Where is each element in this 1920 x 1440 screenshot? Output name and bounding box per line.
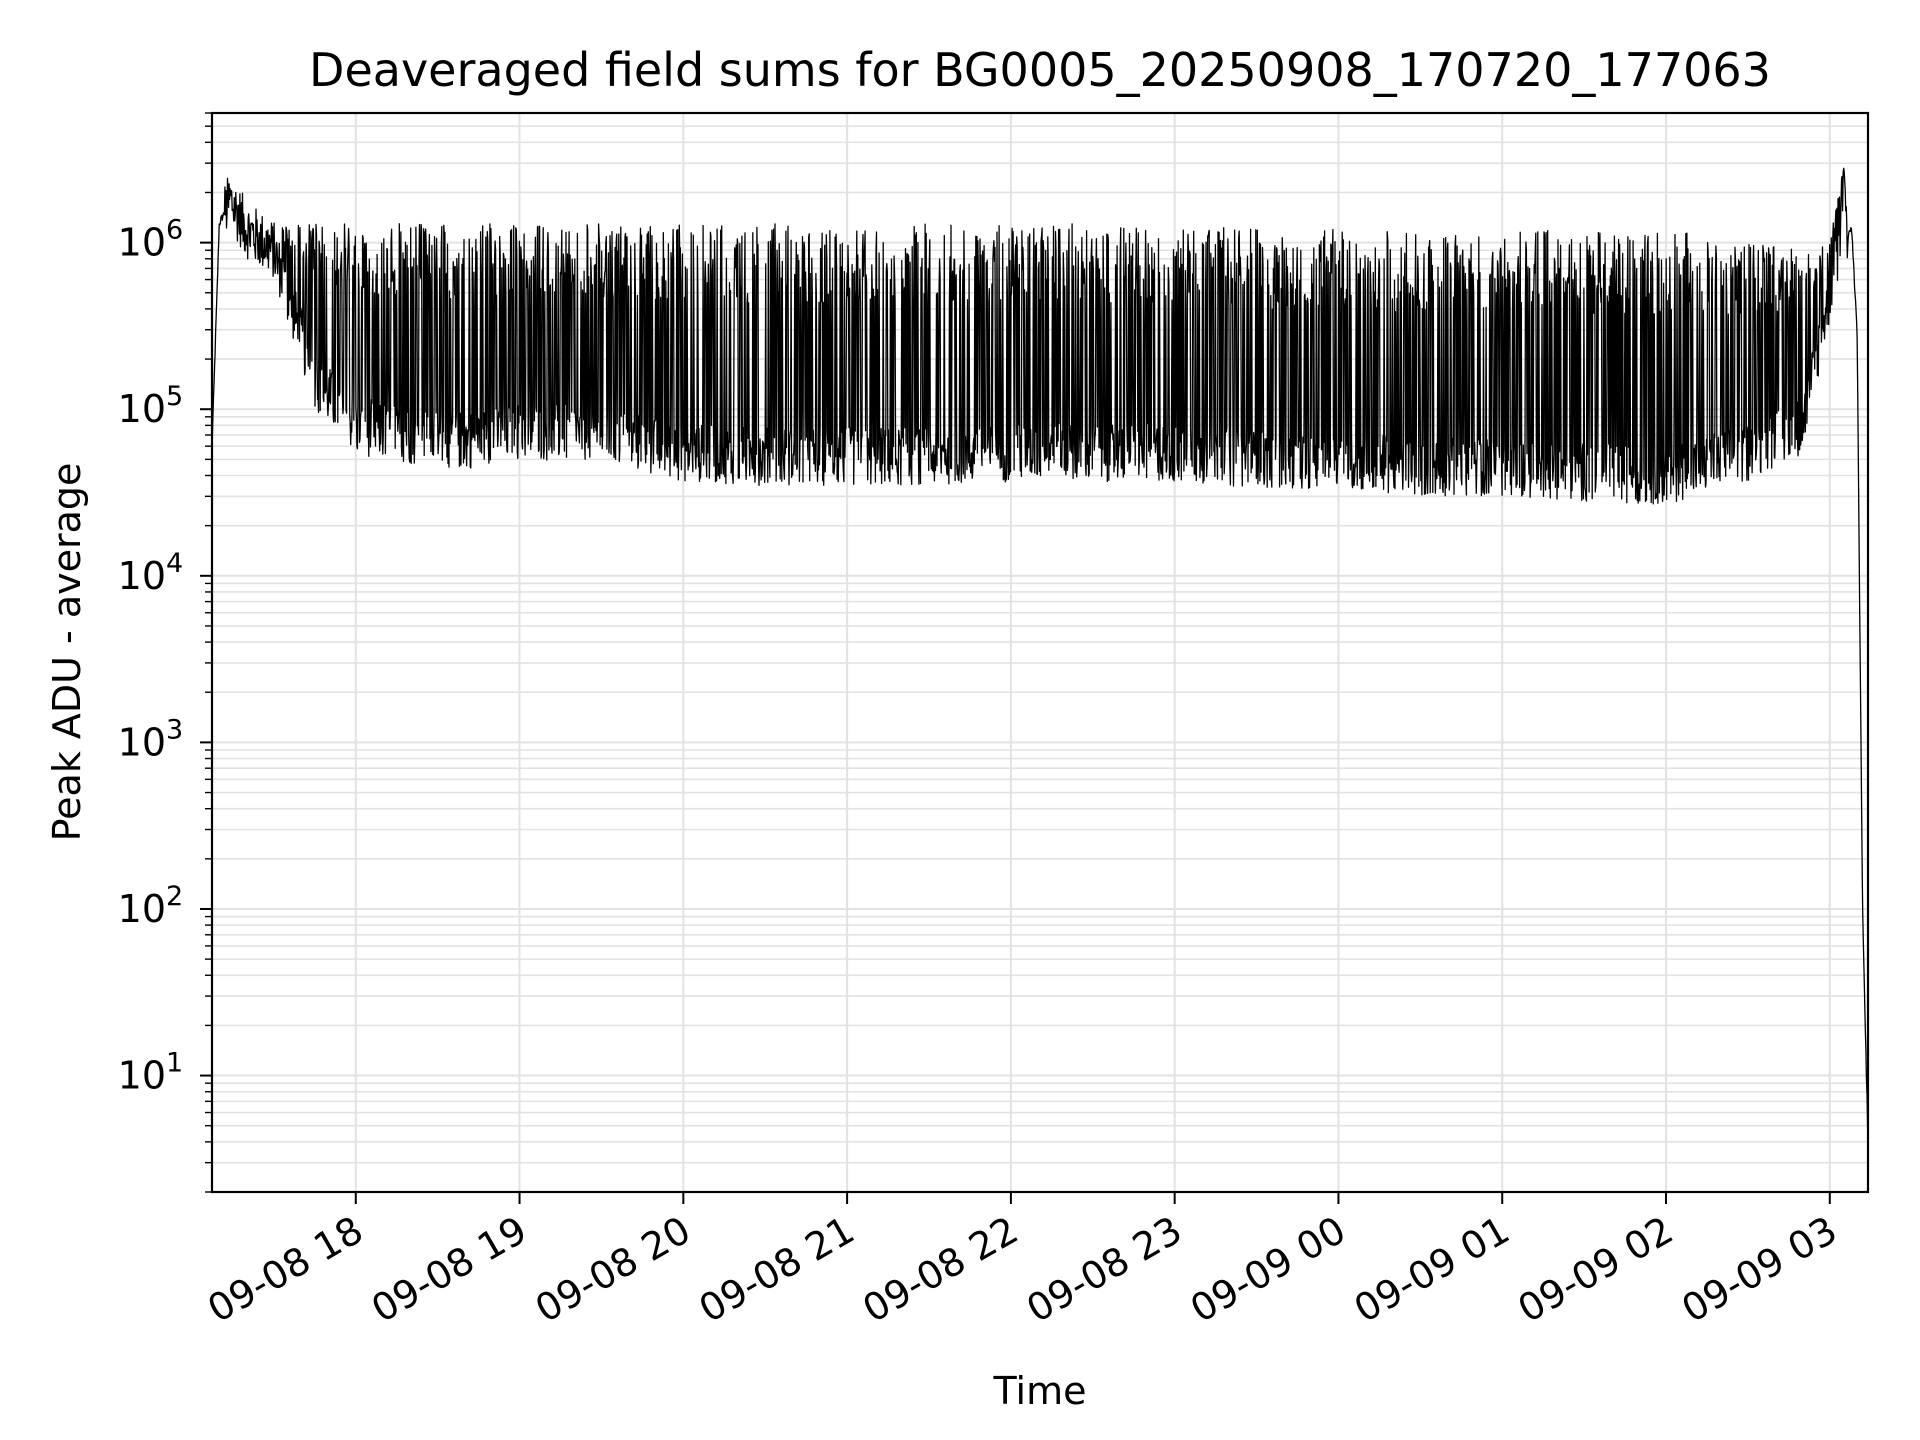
y-tick-label: 10 [118,554,166,598]
y-tick-label: 10 [118,887,166,931]
y-tick-exponent: 5 [166,381,183,412]
y-axis-label: Peak ADU - average [45,463,89,842]
y-tick-label: 10 [118,720,166,764]
y-tick-exponent: 6 [166,215,183,246]
y-tick-exponent: 3 [166,714,183,745]
y-tick-exponent: 4 [166,548,183,579]
series-line [212,167,1868,1143]
chart-title: Deaveraged field sums for BG0005_2025090… [309,43,1771,97]
plot-area [212,167,1868,1143]
y-tick-exponent: 1 [166,1048,183,1079]
y-tick-exponent: 2 [166,881,183,912]
x-axis-label: Time [993,1369,1087,1413]
plot-frame [210,111,1870,1194]
y-tick-label: 10 [118,387,166,431]
y-tick-label: 10 [118,1054,166,1098]
y-tick-label: 10 [118,221,166,265]
